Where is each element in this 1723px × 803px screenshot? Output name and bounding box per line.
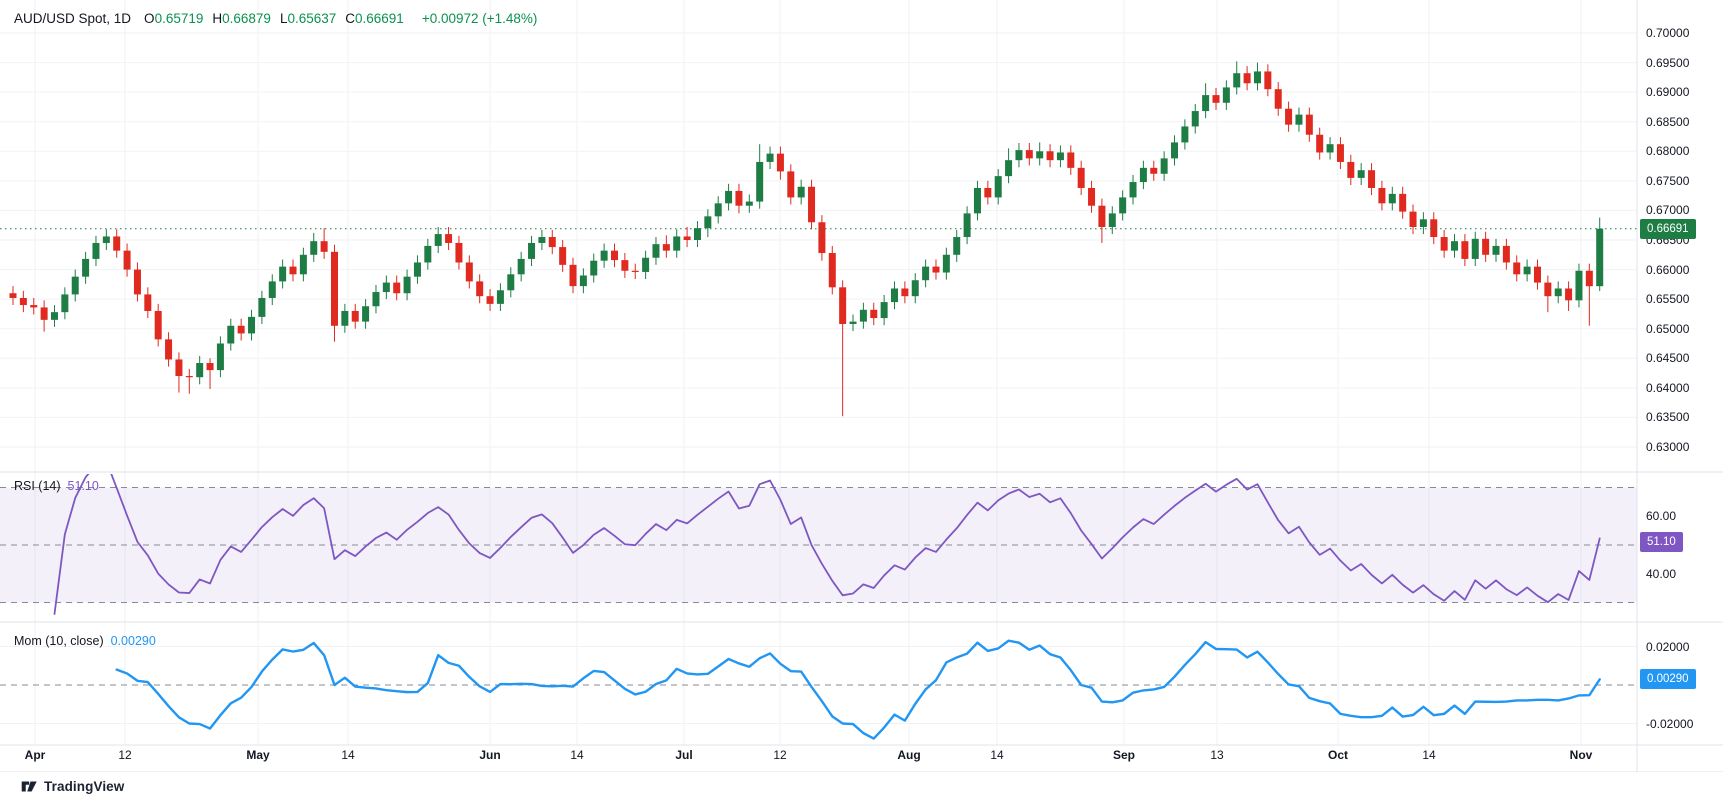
rsi-title[interactable]: RSI (14) xyxy=(14,479,61,493)
price-axis-label: 0.65500 xyxy=(1646,292,1690,307)
price-axis-label: 0.64000 xyxy=(1646,380,1690,395)
footer-bar: TradingView xyxy=(0,772,1723,803)
tradingview-logo[interactable]: TradingView xyxy=(21,778,124,795)
momentum-badge: 0.00290 xyxy=(1640,669,1696,690)
ohlc-value: 0.66691 xyxy=(355,11,404,26)
price-gridlines xyxy=(0,32,1637,724)
time-axis-label: Oct xyxy=(1327,748,1349,762)
price-axis-label: 0.64500 xyxy=(1646,351,1690,366)
vertical-gridlines xyxy=(34,0,1582,745)
momentum-title[interactable]: Mom (10, close) xyxy=(14,634,104,648)
price-axis-label: 0.65000 xyxy=(1646,321,1690,336)
price-axis-label: 0.66000 xyxy=(1646,262,1690,277)
ohlc-label: H xyxy=(212,11,223,26)
time-axis-label: 14 xyxy=(341,748,355,762)
change-value: +0.00972 (+1.48%) xyxy=(421,11,538,26)
time-axis-label: Apr xyxy=(24,748,46,762)
price-axis-label: 0.63000 xyxy=(1646,440,1690,454)
ohlc-label: L xyxy=(279,11,288,26)
momentum-axis-label: -0.02000 xyxy=(1646,716,1694,731)
time-axis-label: 14 xyxy=(570,748,584,762)
rsi-axis-label: 40.00 xyxy=(1646,566,1677,581)
time-axis-label: Sep xyxy=(1112,748,1136,762)
symbol-legend: AUD/USD Spot, 1D O0.65719 H0.66879 L0.6563… xyxy=(14,11,537,26)
time-axis-label: 14 xyxy=(990,748,1004,762)
momentum-value: 0.00290 xyxy=(110,634,156,648)
price-axis-label: 0.70000 xyxy=(1646,26,1690,40)
time-axis-label: 14 xyxy=(1422,748,1436,762)
price-axis-label: 0.68000 xyxy=(1646,144,1690,159)
momentum-legend: Mom (10, close) 0.00290 xyxy=(14,634,156,648)
time-axis-label: 12 xyxy=(773,748,787,762)
tradingview-brand-text: TradingView xyxy=(44,779,125,794)
rsi-value: 51.10 xyxy=(67,479,99,493)
time-axis-label: Nov xyxy=(1569,748,1593,762)
rsi-axis-label: 60.00 xyxy=(1646,509,1677,524)
price-axis-label: 0.63500 xyxy=(1646,410,1690,425)
tradingview-icon xyxy=(21,781,37,792)
ohlc-value: 0.65637 xyxy=(287,11,337,26)
price-axis-label: 0.67500 xyxy=(1646,173,1690,188)
last-price-badge: 0.66691 xyxy=(1640,218,1696,239)
time-axis-label: 12 xyxy=(118,748,132,762)
time-axis-label: Jun xyxy=(479,748,501,762)
ohlc-label: C xyxy=(345,11,356,26)
rsi-legend: RSI (14) 51.10 xyxy=(14,479,99,493)
ohlc-value: 0.66879 xyxy=(222,11,271,26)
momentum-axis-label: 0.02000 xyxy=(1646,639,1690,654)
time-axis-label: May xyxy=(246,748,270,762)
ohlc-label: O xyxy=(144,11,155,26)
time-axis-label: Aug xyxy=(897,748,921,762)
price-axis-label: 0.69000 xyxy=(1646,85,1690,100)
rsi-badge: 51.10 xyxy=(1640,531,1683,552)
price-axis-label: 0.68500 xyxy=(1646,114,1690,129)
candlestick-series xyxy=(9,61,1604,417)
ohlc-value: 0.65719 xyxy=(154,11,204,26)
price-axis-label: 0.69500 xyxy=(1646,55,1690,70)
price-axis-label: 0.67000 xyxy=(1646,203,1690,218)
time-axis-label: Jul xyxy=(675,748,693,762)
time-axis-label: 13 xyxy=(1210,748,1224,762)
ohlc-readout: O0.65719 H0.66879 L0.65637 C0.66691 xyxy=(144,11,413,26)
symbol-title[interactable]: AUD/USD Spot, 1D xyxy=(14,11,132,26)
